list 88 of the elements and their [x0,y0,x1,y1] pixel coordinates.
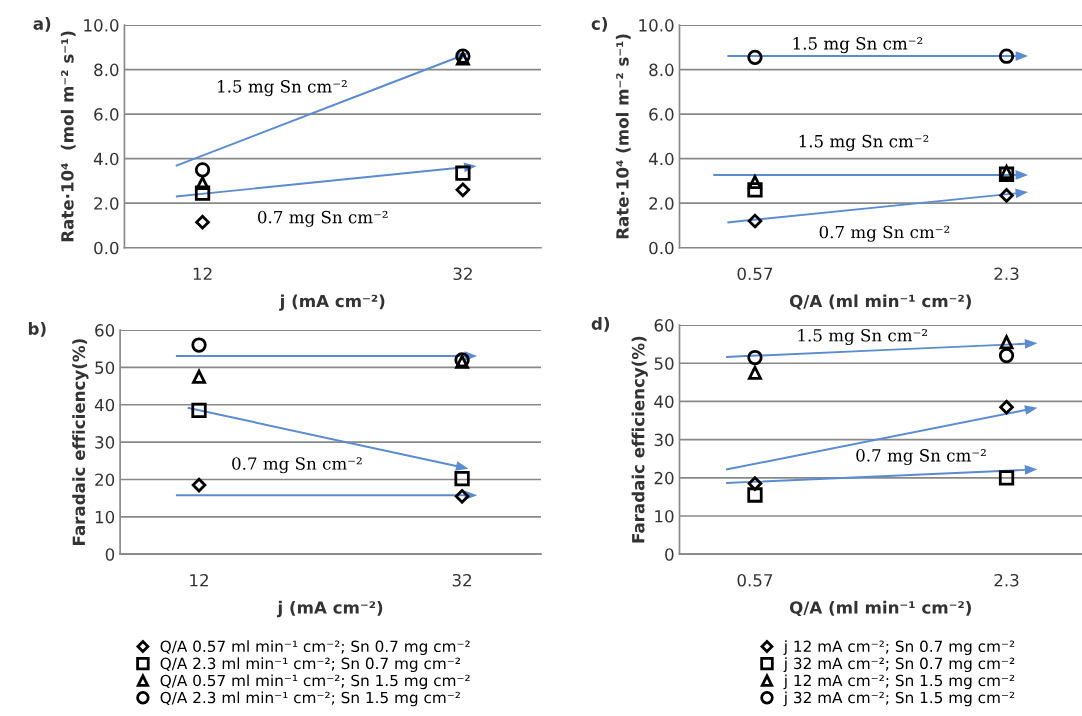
legend-label: j 32 mA cm⁻²; Sn 1.5 mg cm⁻² [783,691,1015,707]
point [747,182,763,198]
x-tick-label: 12 [190,573,208,587]
y-tick-label: 2.0 [94,197,119,210]
point [191,337,207,353]
point [192,369,206,384]
point [195,176,210,191]
y-tick-label: 50 [654,357,674,370]
y-tick-label: 10.0 [84,19,119,32]
y-tick-label: 60 [654,319,674,332]
legend-label: j 12 mA cm⁻²; Sn 0.7 mg cm⁻² [783,640,1015,656]
y-axis-title: Faradaic efficiency(%) [72,339,89,545]
y-tick-label: 40 [94,398,115,412]
point [747,49,763,65]
annotation: 1.5 mg Sn cm⁻² [799,134,929,151]
point [455,165,471,181]
x-tick-label: 32 [453,267,472,281]
y-tick-label: 0.0 [649,241,674,255]
y-tick-label: 60 [95,324,115,337]
legend-label: Q/A 0.57 ml min⁻¹ cm⁻²; Sn 1.5 mg cm⁻² [160,674,470,690]
point [748,175,762,189]
point [455,182,471,198]
point [998,48,1015,64]
annotation: 1.5 mg Sn cm⁻² [218,80,347,97]
point [999,335,1014,350]
legend-label: j 32 mA cm⁻²; Sn 0.7 mg cm⁻² [783,657,1015,673]
chart-title: b) [28,322,46,337]
y-tick-label: 20 [654,471,674,485]
y-axis-title: Faradaic efficiency(%) [631,336,648,543]
point [195,214,210,230]
y-tick-label: 0.0 [94,241,119,255]
x-tick-label: 0.57 [737,267,773,281]
x-tick-label: 12 [193,267,212,280]
y-tick-label: 30 [654,433,674,447]
chart-title: c) [591,17,608,32]
y-tick-label: 20 [95,473,115,487]
y-tick-label: 0 [105,548,115,561]
x-tick-label: 2.3 [994,573,1019,587]
y-tick-label: 10 [95,510,115,524]
annotation: 1.5 mg Sn cm⁻² [793,37,923,54]
point [194,162,211,178]
y-tick-label: 4.0 [93,152,119,166]
chart-title: d) [591,317,610,332]
x-tick-label: 32 [452,573,472,587]
y-tick-label: 2.0 [649,197,674,210]
point [747,487,763,503]
legend-label: j 12 mA cm⁻²; Sn 1.5 mg cm⁻² [783,674,1015,690]
annotation: 1.5 mg Sn cm⁻² [798,328,928,346]
x-axis-title: j (mA cm⁻²) [279,294,385,311]
legend-label: Q/A 2.3 ml min⁻¹ cm⁻²; Sn 0.7 mg cm⁻² [160,657,460,673]
chart-title: a) [33,17,51,32]
legend-label: Q/A 0.57 ml min⁻¹ cm⁻²; Sn 0.7 mg cm⁻² [160,640,470,656]
point [454,489,470,504]
y-tick-label: 10 [655,509,674,523]
point [454,471,470,487]
y-tick-label: 40 [654,395,674,409]
point [191,477,207,493]
y-tick-label: 4.0 [648,152,674,166]
y-tick-label: 10.0 [639,19,674,32]
x-tick-label: 2.3 [994,267,1019,281]
y-tick-label: 50 [95,361,115,374]
y-tick-label: 8.0 [649,63,674,77]
point [747,349,763,366]
point [747,213,763,229]
point [194,185,211,201]
annotation: 0.7 mg Sn cm⁻² [232,457,362,474]
annotation: 0.7 mg Sn cm⁻² [819,225,950,242]
y-axis-title: Rate·10⁴ (mol m⁻² s⁻¹) [615,34,631,239]
point [998,470,1015,486]
point [998,347,1015,364]
point [191,402,207,419]
x-axis-title: Q/A (ml min⁻¹ cm⁻²) [789,294,971,310]
point [747,476,763,491]
point [999,399,1014,415]
legend-label: Q/A 2.3 ml min⁻¹ cm⁻²; Sn 1.5 mg cm⁻² [160,691,460,707]
y-tick-label: 0 [665,548,674,561]
annotation: 0.7 mg Sn cm⁻² [258,210,388,227]
point [999,188,1014,203]
x-axis-title: j (mA cm⁻²) [276,600,383,618]
y-axis-title: Rate·10⁴ (mol m⁻² s⁻¹) [60,31,76,242]
y-tick-label: 6.0 [94,108,119,121]
point [748,365,762,380]
y-tick-label: 6.0 [649,108,674,121]
x-tick-label: 0.57 [737,573,773,587]
x-axis-title: Q/A (ml min⁻¹ cm⁻²) [789,600,971,616]
annotation: 0.7 mg Sn cm⁻² [856,449,986,466]
y-tick-label: 8.0 [94,63,119,77]
y-tick-label: 30 [95,436,115,449]
